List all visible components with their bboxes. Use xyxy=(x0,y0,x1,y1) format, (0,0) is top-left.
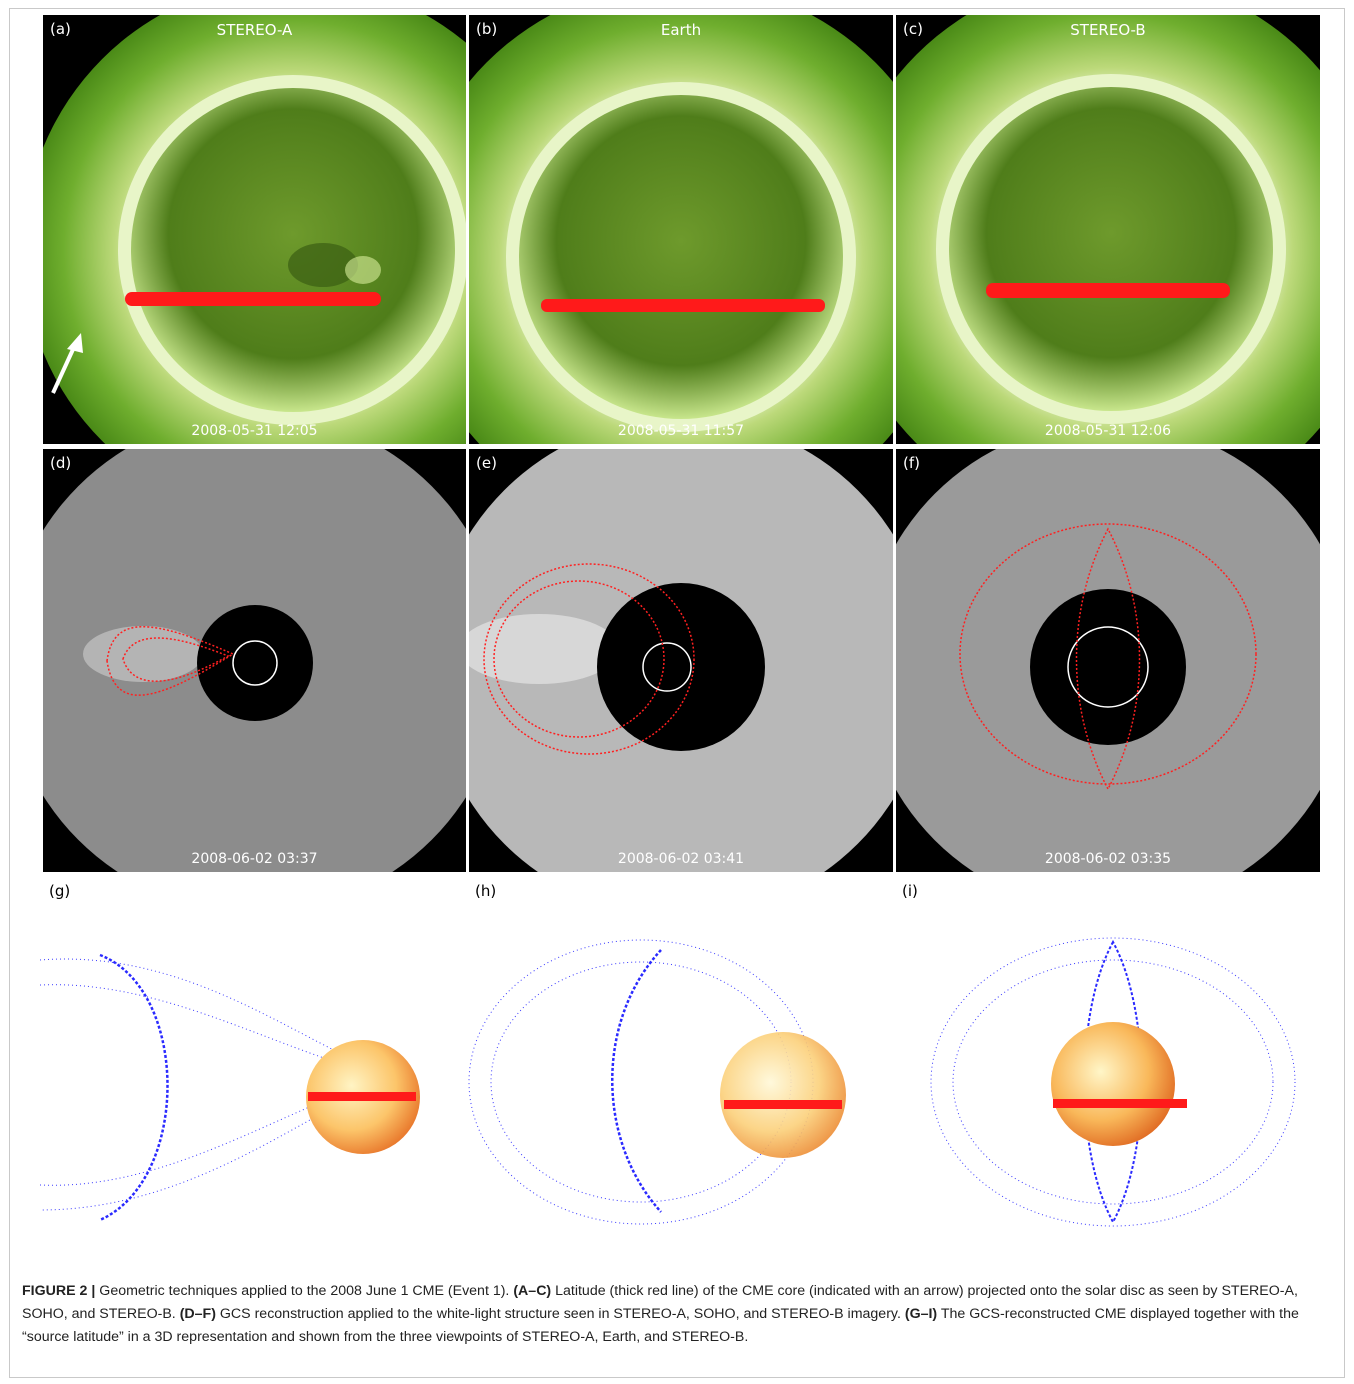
model-image-g xyxy=(39,953,420,1222)
model-image-i xyxy=(930,937,1296,1227)
model-panel-g xyxy=(39,940,430,1230)
gcs-shell-i xyxy=(930,937,1296,1227)
caption-ac-label: (A–C) xyxy=(513,1283,552,1299)
cor-panel-e: (e) 2008-06-02 03:41 xyxy=(469,449,893,872)
euv-panel-a: (a) STEREO-A 2008-05-31 12:05 xyxy=(43,15,466,444)
sun-sphere-i xyxy=(1051,1022,1175,1146)
model-image-h xyxy=(468,939,846,1225)
panel-title-a: STEREO-A xyxy=(216,21,293,39)
euv-panel-c: (c) STEREO-B 2008-05-31 12:06 xyxy=(896,15,1320,444)
panel-label-i: (i) xyxy=(902,882,918,900)
latitude-line-c xyxy=(986,283,1230,298)
gcs-fit-f xyxy=(959,523,1257,785)
panel-label-a: (a) xyxy=(50,20,71,38)
caption-ac-text: Latitude (thick red line) of the CME cor… xyxy=(22,1283,1298,1322)
gcs-shell-g xyxy=(99,953,169,1222)
euv-image-b xyxy=(469,15,893,444)
euv-panel-b: (b) Earth 2008-05-31 11:57 xyxy=(469,15,893,444)
euv-image-a xyxy=(43,15,466,444)
arrow-icon xyxy=(67,333,83,353)
model-panel-i xyxy=(925,932,1300,1230)
caption-gi-label: (G–I) xyxy=(904,1306,938,1322)
caption-df-label: (D–F) xyxy=(179,1306,216,1322)
gcs-fit-e xyxy=(483,563,695,755)
panel-label-e: (e) xyxy=(476,454,497,472)
latitude-line-a xyxy=(125,292,381,306)
source-latitude-g xyxy=(308,1092,416,1101)
latitude-line-b xyxy=(541,299,825,312)
panel-title-c: STEREO-B xyxy=(1070,21,1146,39)
panel-title-b: Earth xyxy=(660,21,702,39)
panel-label-d: (d) xyxy=(50,454,72,472)
caption-gi-text: The GCS-reconstructed CME displayed toge… xyxy=(22,1306,1299,1345)
cor-image-f xyxy=(896,449,1320,872)
figure-frame xyxy=(9,8,1345,1378)
panel-timestamp-b: 2008-05-31 11:57 xyxy=(617,423,745,439)
source-latitude-i xyxy=(1053,1099,1187,1108)
panel-label-h: (h) xyxy=(475,882,497,900)
panel-label-b: (b) xyxy=(476,20,498,38)
source-latitude-h xyxy=(724,1100,842,1109)
figure-caption: FIGURE 2 | Geometric techniques applied … xyxy=(22,1280,1332,1349)
caption-figure-id: FIGURE 2 | xyxy=(22,1283,96,1299)
cor-image-d xyxy=(43,449,466,872)
panel-timestamp-d: 2008-06-02 03:37 xyxy=(191,851,318,867)
sun-sphere-h xyxy=(720,1032,846,1158)
euv-image-c xyxy=(896,15,1320,444)
panel-label-f: (f) xyxy=(903,454,920,472)
caption-intro: Geometric techniques applied to the 2008… xyxy=(95,1283,514,1299)
cor-image-e xyxy=(469,449,893,872)
cor-panel-f: (f) 2008-06-02 03:35 xyxy=(896,449,1320,872)
caption-df-text: GCS reconstruction applied to the white-… xyxy=(215,1306,905,1322)
model-panel-h xyxy=(466,930,866,1232)
panel-timestamp-f: 2008-06-02 03:35 xyxy=(1044,851,1172,867)
panel-timestamp-e: 2008-06-02 03:41 xyxy=(617,851,745,867)
panel-timestamp-a: 2008-05-31 12:05 xyxy=(191,423,318,439)
gcs-shell-h xyxy=(611,949,662,1213)
panel-timestamp-c: 2008-05-31 12:06 xyxy=(1044,423,1172,439)
cor-panel-d: (d) 2008-06-02 03:37 xyxy=(43,449,466,872)
panel-label-c: (c) xyxy=(903,20,923,38)
panel-label-g: (g) xyxy=(49,882,71,900)
